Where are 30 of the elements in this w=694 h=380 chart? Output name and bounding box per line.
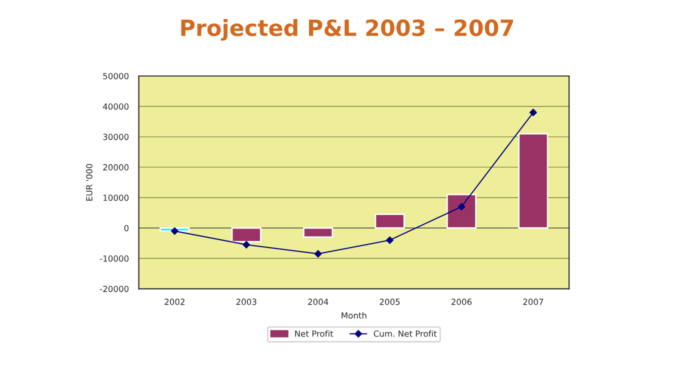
y-tick-label: -20000	[100, 286, 129, 292]
chart-title: Projected P&L 2003 – 2007	[181, 19, 514, 41]
y-tick-label: 30000	[103, 134, 129, 140]
y-tick-label: 50000	[103, 72, 129, 80]
point	[314, 250, 322, 258]
bar	[374, 214, 405, 229]
x-tick-label: 2003	[236, 298, 256, 305]
bar	[231, 227, 262, 242]
y-tick-label: 20000	[103, 164, 129, 170]
bar	[518, 133, 548, 229]
legend-label: Cum. Net Profit	[374, 330, 437, 337]
y-tick-label: -10000	[100, 255, 129, 262]
legend-label: Net Profit	[295, 330, 334, 337]
x-tick-label: 2005	[380, 298, 400, 305]
x-tick-label: 2006	[452, 298, 472, 305]
y-tick-label: 10000	[103, 194, 129, 201]
bar	[446, 194, 477, 229]
point	[171, 227, 178, 235]
x-tick-label: 2002	[164, 298, 184, 305]
y-tick-label: 40000	[102, 103, 129, 110]
y-tick-label: 0	[124, 224, 129, 232]
y-axis-title: EUR '000	[86, 164, 92, 201]
point	[242, 241, 250, 248]
bar	[303, 227, 334, 238]
point	[458, 203, 466, 210]
x-tick-label: 2007	[523, 298, 544, 305]
point	[530, 108, 537, 116]
x-tick-label: 2004	[308, 298, 328, 305]
x-axis-title: Month	[342, 312, 366, 319]
point	[386, 236, 394, 244]
